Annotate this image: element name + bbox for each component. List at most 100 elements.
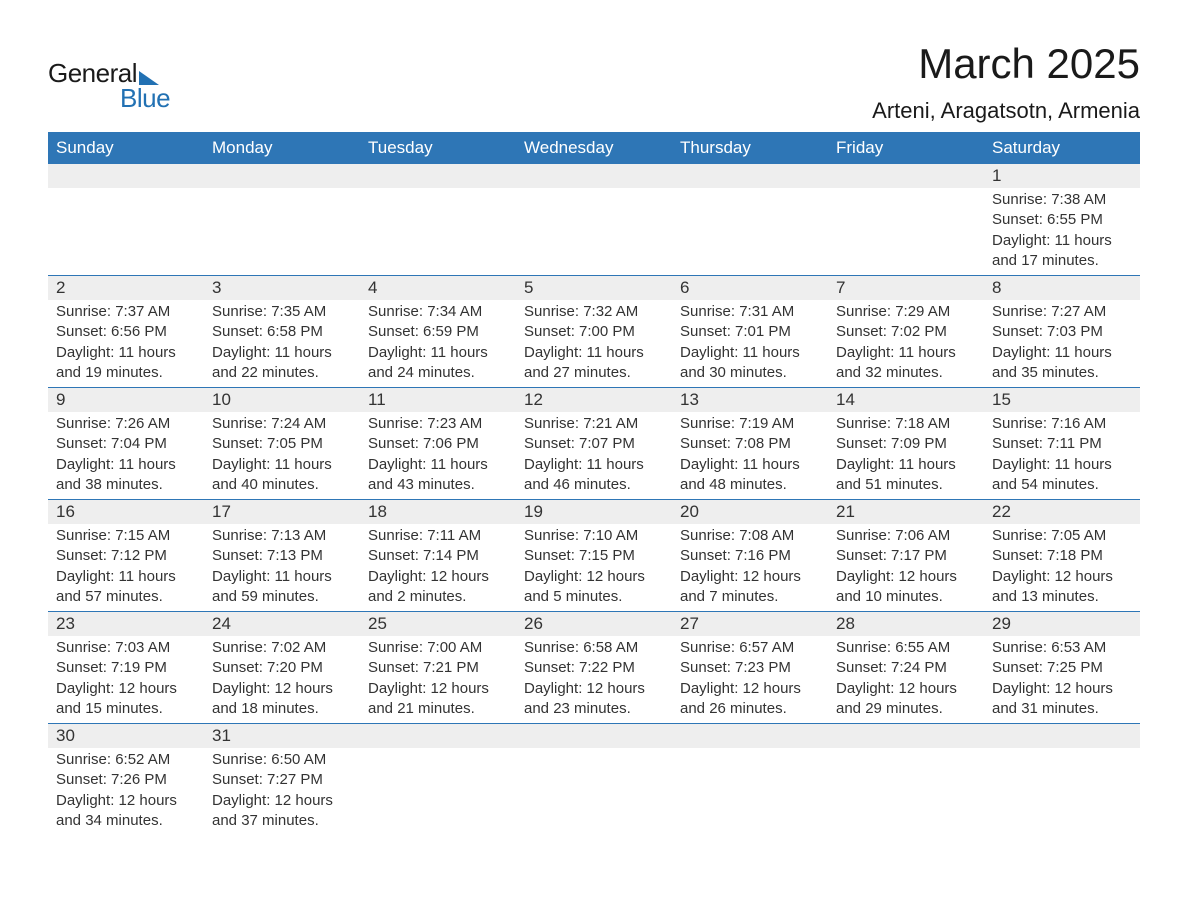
day-number-cell: 5 xyxy=(516,276,672,301)
day-content-row: Sunrise: 7:15 AMSunset: 7:12 PMDaylight:… xyxy=(48,524,1140,612)
day-info-line: Sunset: 6:55 PM xyxy=(992,210,1132,230)
day-info-line: Sunset: 7:23 PM xyxy=(680,658,820,678)
day-content-cell: Sunrise: 7:26 AMSunset: 7:04 PMDaylight:… xyxy=(48,412,204,500)
day-info-line: and 46 minutes. xyxy=(524,475,664,495)
day-number-cell: 18 xyxy=(360,500,516,525)
day-info-line: Sunrise: 6:50 AM xyxy=(212,750,352,770)
day-info-line: Daylight: 12 hours xyxy=(56,679,196,699)
day-info-line: and 15 minutes. xyxy=(56,699,196,719)
day-number-cell: 26 xyxy=(516,612,672,637)
header-top: General Blue March 2025 Arteni, Aragatso… xyxy=(48,40,1140,124)
day-info-line: Sunset: 7:12 PM xyxy=(56,546,196,566)
day-info-line: Daylight: 12 hours xyxy=(992,679,1132,699)
day-number-row: 2345678 xyxy=(48,276,1140,301)
day-info-line: Sunrise: 6:58 AM xyxy=(524,638,664,658)
day-info-line: and 27 minutes. xyxy=(524,363,664,383)
day-content-cell xyxy=(360,188,516,276)
calendar-table: Sunday Monday Tuesday Wednesday Thursday… xyxy=(48,132,1140,835)
day-info-line: Sunset: 7:06 PM xyxy=(368,434,508,454)
day-info-line: Sunrise: 7:02 AM xyxy=(212,638,352,658)
day-number-row: 9101112131415 xyxy=(48,388,1140,413)
day-content-cell: Sunrise: 7:05 AMSunset: 7:18 PMDaylight:… xyxy=(984,524,1140,612)
day-content-cell xyxy=(828,188,984,276)
day-info-line: Daylight: 12 hours xyxy=(212,679,352,699)
day-info-line: and 57 minutes. xyxy=(56,587,196,607)
day-info-line: and 5 minutes. xyxy=(524,587,664,607)
day-number-cell xyxy=(204,164,360,188)
day-number-cell: 13 xyxy=(672,388,828,413)
day-info-line: Daylight: 12 hours xyxy=(836,567,976,587)
day-info-line: Sunset: 7:17 PM xyxy=(836,546,976,566)
day-number-cell: 8 xyxy=(984,276,1140,301)
day-number-cell: 7 xyxy=(828,276,984,301)
day-content-cell: Sunrise: 7:38 AMSunset: 6:55 PMDaylight:… xyxy=(984,188,1140,276)
day-info-line: Sunset: 7:16 PM xyxy=(680,546,820,566)
day-info-line: Sunset: 7:05 PM xyxy=(212,434,352,454)
day-content-cell: Sunrise: 6:52 AMSunset: 7:26 PMDaylight:… xyxy=(48,748,204,835)
day-info-line: Sunset: 7:18 PM xyxy=(992,546,1132,566)
day-info-line: Sunset: 7:14 PM xyxy=(368,546,508,566)
day-content-cell: Sunrise: 7:00 AMSunset: 7:21 PMDaylight:… xyxy=(360,636,516,724)
day-number-cell xyxy=(516,164,672,188)
day-content-cell xyxy=(672,748,828,835)
day-info-line: and 43 minutes. xyxy=(368,475,508,495)
day-info-line: and 23 minutes. xyxy=(524,699,664,719)
day-info-line: Sunrise: 7:27 AM xyxy=(992,302,1132,322)
day-info-line: Sunrise: 7:32 AM xyxy=(524,302,664,322)
day-info-line: and 30 minutes. xyxy=(680,363,820,383)
day-number-cell: 30 xyxy=(48,724,204,749)
day-number-cell xyxy=(516,724,672,749)
day-info-line: Daylight: 11 hours xyxy=(680,455,820,475)
day-info-line: and 34 minutes. xyxy=(56,811,196,831)
day-info-line: and 17 minutes. xyxy=(992,251,1132,271)
day-number-cell: 25 xyxy=(360,612,516,637)
day-info-line: Sunrise: 7:26 AM xyxy=(56,414,196,434)
logo-triangle-icon xyxy=(139,71,159,85)
day-number-cell: 12 xyxy=(516,388,672,413)
day-info-line: Sunset: 7:04 PM xyxy=(56,434,196,454)
day-info-line: Sunset: 7:09 PM xyxy=(836,434,976,454)
day-content-cell: Sunrise: 7:16 AMSunset: 7:11 PMDaylight:… xyxy=(984,412,1140,500)
day-info-line: Sunset: 7:08 PM xyxy=(680,434,820,454)
day-info-line: Daylight: 11 hours xyxy=(56,567,196,587)
day-info-line: Sunrise: 7:11 AM xyxy=(368,526,508,546)
day-number-cell xyxy=(672,724,828,749)
day-content-cell: Sunrise: 7:10 AMSunset: 7:15 PMDaylight:… xyxy=(516,524,672,612)
day-info-line: and 2 minutes. xyxy=(368,587,508,607)
calendar-body: 1Sunrise: 7:38 AMSunset: 6:55 PMDaylight… xyxy=(48,164,1140,835)
day-info-line: Sunrise: 7:31 AM xyxy=(680,302,820,322)
logo-word-blue: Blue xyxy=(120,83,170,114)
day-content-cell: Sunrise: 7:02 AMSunset: 7:20 PMDaylight:… xyxy=(204,636,360,724)
day-content-cell: Sunrise: 7:24 AMSunset: 7:05 PMDaylight:… xyxy=(204,412,360,500)
day-info-line: Daylight: 11 hours xyxy=(212,343,352,363)
day-info-line: Sunset: 7:15 PM xyxy=(524,546,664,566)
day-content-row: Sunrise: 7:26 AMSunset: 7:04 PM Daylight:… xyxy=(48,412,1140,500)
day-info-line: Sunset: 7:07 PM xyxy=(524,434,664,454)
weekday-thursday: Thursday xyxy=(672,132,828,164)
day-info-line: and 18 minutes. xyxy=(212,699,352,719)
day-content-cell: Sunrise: 7:37 AMSunset: 6:56 PMDaylight:… xyxy=(48,300,204,388)
day-number-cell: 19 xyxy=(516,500,672,525)
day-info-line: Daylight: 12 hours xyxy=(836,679,976,699)
day-info-line: Sunrise: 7:38 AM xyxy=(992,190,1132,210)
day-info-line: Daylight: 11 hours xyxy=(524,343,664,363)
day-info-line: and 59 minutes. xyxy=(212,587,352,607)
day-info-line: and 22 minutes. xyxy=(212,363,352,383)
day-info-line: Daylight: 11 hours xyxy=(992,455,1132,475)
day-info-line: Sunrise: 7:35 AM xyxy=(212,302,352,322)
day-content-row: Sunrise: 6:52 AMSunset: 7:26 PMDaylight:… xyxy=(48,748,1140,835)
day-number-cell xyxy=(48,164,204,188)
day-info-line: Daylight: 12 hours xyxy=(212,791,352,811)
weekday-friday: Friday xyxy=(828,132,984,164)
day-info-line: and 38 minutes. xyxy=(56,475,196,495)
day-number-cell: 1 xyxy=(984,164,1140,188)
day-content-row: Sunrise: 7:37 AMSunset: 6:56 PMDaylight:… xyxy=(48,300,1140,388)
day-content-cell xyxy=(516,188,672,276)
day-info-line: Sunset: 7:11 PM xyxy=(992,434,1132,454)
day-info-line: Sunset: 7:13 PM xyxy=(212,546,352,566)
day-info-line: Sunrise: 6:55 AM xyxy=(836,638,976,658)
day-info-line: Daylight: 11 hours xyxy=(524,455,664,475)
location: Arteni, Aragatsotn, Armenia xyxy=(872,98,1140,124)
day-info-line: and 19 minutes. xyxy=(56,363,196,383)
day-info-line: Sunset: 6:59 PM xyxy=(368,322,508,342)
